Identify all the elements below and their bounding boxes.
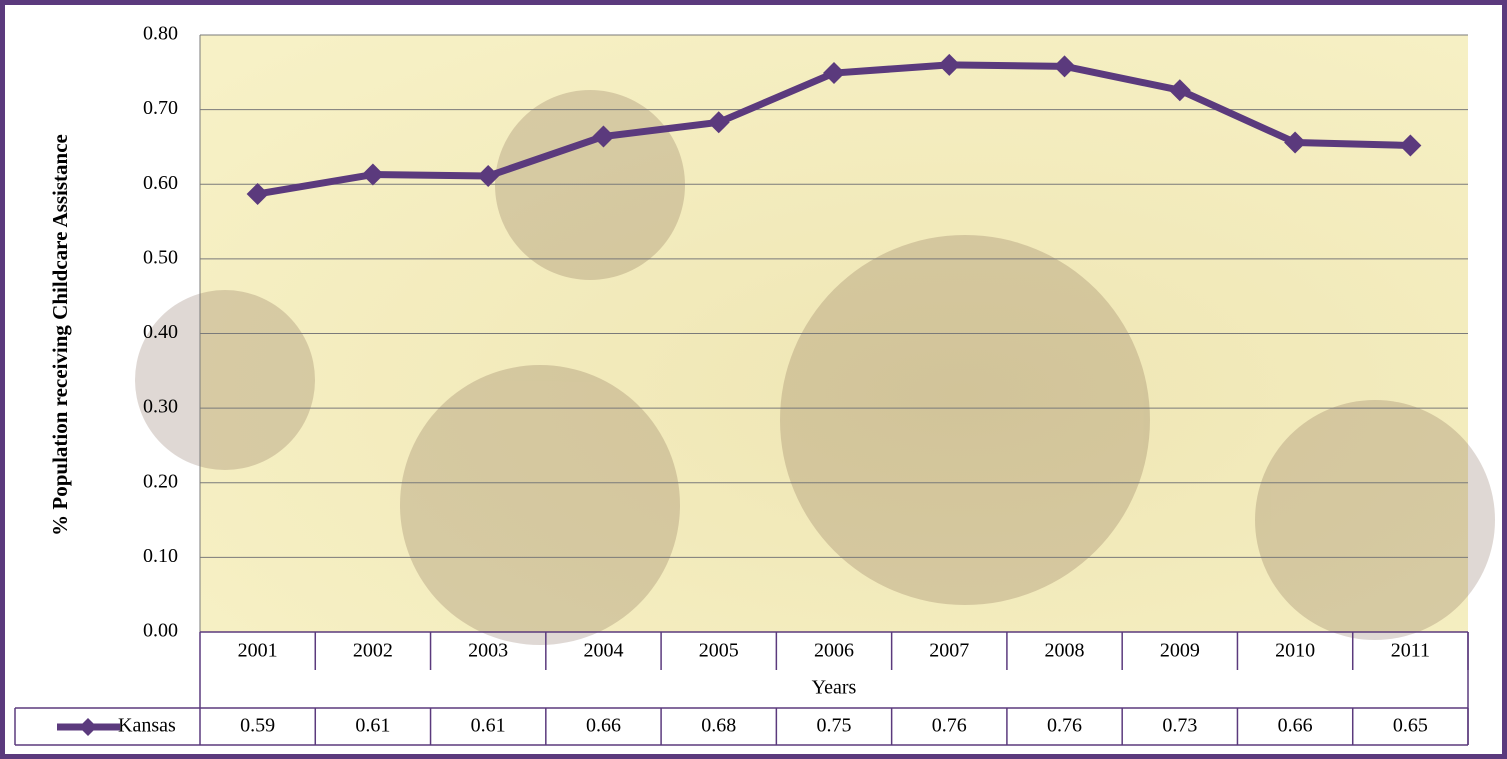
x-tick-label: 2011: [1391, 640, 1430, 662]
table-value: 0.65: [1393, 715, 1428, 737]
x-tick-label: 2002: [353, 640, 393, 662]
x-tick-label: 2003: [468, 640, 508, 662]
table-value: 0.66: [586, 715, 621, 737]
y-tick-label: 0.20: [143, 470, 178, 492]
table-value: 0.59: [240, 715, 275, 737]
x-tick-label: 2001: [238, 640, 278, 662]
y-tick-label: 0.60: [143, 172, 178, 194]
x-tick-label: 2010: [1275, 640, 1315, 662]
table-value: 0.75: [817, 715, 852, 737]
y-tick-label: 0.40: [143, 321, 178, 343]
x-tick-label: 2006: [814, 640, 854, 662]
x-tick-label: 2008: [1045, 640, 1085, 662]
x-tick-label: 2004: [583, 640, 623, 662]
legend-label: Kansas: [118, 715, 176, 737]
table-value: 0.61: [471, 715, 506, 737]
y-tick-label: 0.70: [143, 97, 178, 119]
y-tick-label: 0.50: [143, 246, 178, 268]
y-tick-label: 0.00: [143, 620, 178, 642]
table-value: 0.68: [701, 715, 736, 737]
table-value: 0.76: [932, 715, 967, 737]
table-value: 0.73: [1162, 715, 1197, 737]
table-value: 0.66: [1278, 715, 1313, 737]
chart: % Population receiving Childcare Assista…: [0, 0, 1507, 759]
y-tick-label: 0.80: [143, 23, 178, 45]
table-value: 0.76: [1047, 715, 1082, 737]
y-axis-title: % Population receiving Childcare Assista…: [48, 134, 72, 536]
y-tick-label: 0.30: [143, 396, 178, 418]
x-tick-label: 2005: [699, 640, 739, 662]
x-tick-label: 2007: [929, 640, 969, 662]
y-tick-label: 0.10: [143, 545, 178, 567]
x-axis-title: Years: [812, 677, 857, 699]
table-value: 0.61: [355, 715, 390, 737]
x-tick-label: 2009: [1160, 640, 1200, 662]
